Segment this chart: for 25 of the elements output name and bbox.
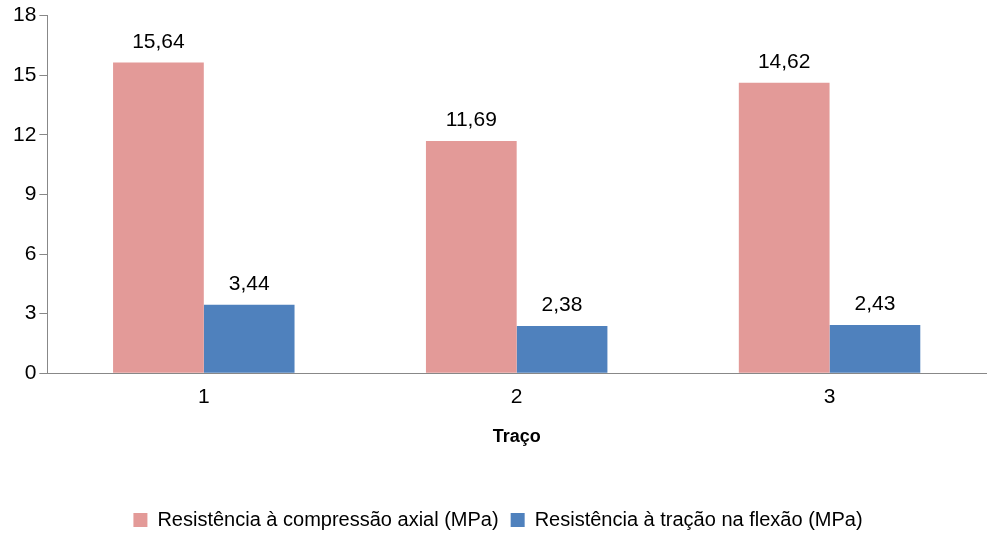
y-tick-label: 9 xyxy=(24,181,37,205)
y-tick-label: 12 xyxy=(13,121,37,145)
bar xyxy=(516,325,608,373)
data-label: 15,64 xyxy=(132,28,186,52)
x-axis-title: Traço xyxy=(492,426,541,447)
x-tick-label: 3 xyxy=(823,383,836,407)
x-tick-label: 2 xyxy=(510,383,523,407)
bar xyxy=(738,82,830,373)
bar xyxy=(203,304,295,373)
y-tick-label: 3 xyxy=(24,300,37,324)
data-label: 2,38 xyxy=(541,292,583,316)
legend-label: Resistência à compressão axial (MPa) xyxy=(157,507,499,530)
data-label: 14,62 xyxy=(757,49,811,73)
x-tick-label: 1 xyxy=(197,383,210,407)
legend-label: Resistência à tração na flexão (MPa) xyxy=(534,507,863,530)
bar xyxy=(829,324,921,373)
bar xyxy=(113,62,204,373)
y-tick-label: 0 xyxy=(24,360,37,383)
data-label: 2,43 xyxy=(854,291,896,315)
bar xyxy=(425,140,517,373)
data-label: 11,69 xyxy=(445,107,497,131)
y-tick-label: 15 xyxy=(13,62,37,85)
data-label: 3,44 xyxy=(228,271,270,295)
y-tick-label: 6 xyxy=(24,240,37,264)
y-tick-label: 18 xyxy=(13,2,37,26)
